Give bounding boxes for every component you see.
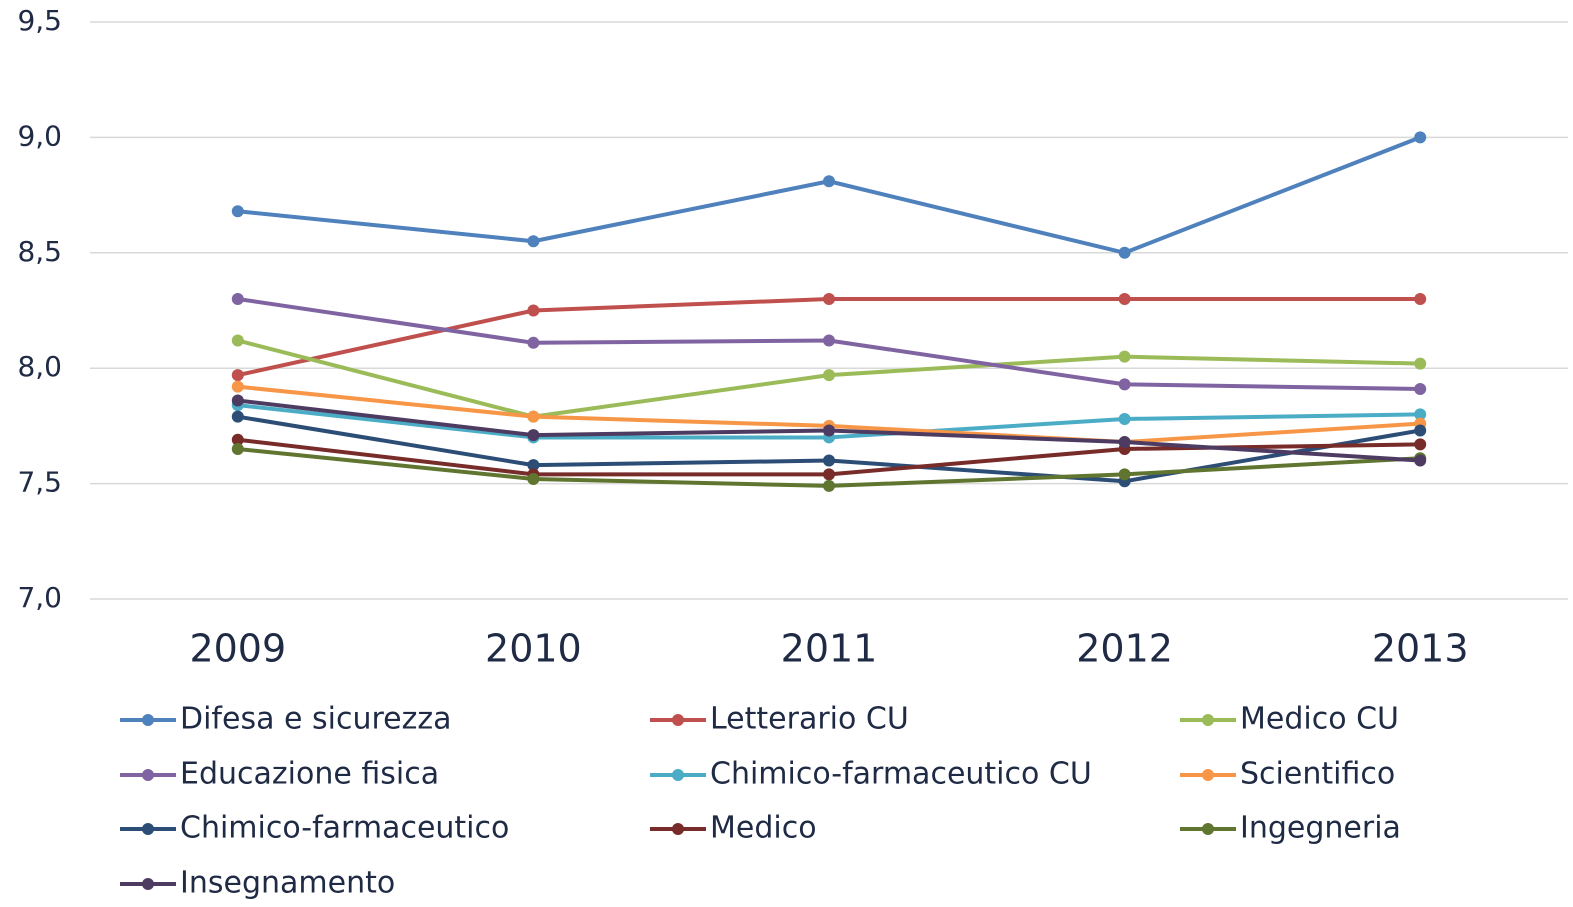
legend-marker	[142, 769, 154, 781]
legend-marker	[1202, 714, 1214, 726]
legend-label: Chimico-farmaceutico	[180, 811, 509, 846]
data-point	[823, 454, 835, 467]
legend-label: Scientifico	[1240, 757, 1395, 792]
x-tick-label: 2009	[189, 627, 286, 671]
legend-label: Ingegneria	[1240, 811, 1401, 846]
x-tick-label: 2013	[1372, 627, 1469, 671]
data-point	[823, 292, 835, 305]
legend-marker	[142, 714, 154, 726]
data-point	[823, 479, 835, 492]
data-point	[231, 334, 244, 347]
data-point	[527, 429, 540, 442]
data-point	[823, 424, 835, 437]
legend-label: Chimico-farmaceutico CU	[710, 757, 1092, 792]
legend-marker	[1202, 823, 1214, 835]
data-point	[231, 292, 244, 305]
y-tick-label: 8,0	[17, 350, 62, 383]
data-point	[1414, 408, 1427, 421]
data-point	[823, 334, 835, 347]
x-tick-label: 2012	[1076, 627, 1173, 671]
legend-marker	[672, 823, 684, 835]
y-tick-label: 9,0	[17, 119, 62, 152]
legend-label: Difesa e sicurezza	[180, 702, 451, 737]
series-line	[237, 135, 1421, 255]
data-point	[1414, 382, 1427, 395]
data-point	[231, 433, 244, 446]
data-point	[231, 369, 244, 382]
legend-label: Educazione fisica	[180, 757, 439, 792]
data-point	[1414, 131, 1427, 144]
legend-label: Insegnamento	[180, 866, 395, 901]
data-point	[231, 442, 244, 455]
data-point	[1118, 350, 1131, 363]
data-point	[1414, 424, 1427, 437]
data-point	[823, 175, 835, 188]
data-point	[1118, 412, 1131, 425]
data-point	[1414, 292, 1427, 305]
y-tick-label: 9,5	[17, 4, 62, 37]
data-point	[1118, 292, 1131, 305]
data-point	[823, 369, 835, 382]
data-point	[527, 235, 540, 248]
legend-marker	[672, 714, 684, 726]
legend-marker	[142, 878, 154, 890]
x-tick-label: 2010	[485, 627, 582, 671]
data-point	[1118, 378, 1131, 391]
data-point	[231, 410, 244, 423]
data-point	[1118, 436, 1131, 449]
data-point	[1414, 454, 1427, 467]
data-point	[527, 304, 540, 317]
data-point	[1118, 468, 1131, 481]
y-tick-label: 8,5	[17, 235, 62, 268]
data-point	[231, 394, 244, 407]
data-point	[1414, 357, 1427, 370]
legend-label: Medico	[710, 811, 817, 846]
legend-marker	[672, 769, 684, 781]
legend-label: Medico CU	[1240, 702, 1399, 737]
data-point	[231, 380, 244, 393]
data-point	[527, 410, 540, 423]
y-tick-label: 7,0	[17, 581, 62, 614]
data-point	[1118, 246, 1131, 259]
legend-marker	[1202, 769, 1214, 781]
data-point	[527, 472, 540, 485]
y-tick-label: 7,5	[17, 466, 62, 499]
legend-marker	[142, 823, 154, 835]
data-point	[527, 336, 540, 349]
data-point	[527, 459, 540, 472]
legend-label: Letterario CU	[710, 702, 909, 737]
data-point	[1414, 438, 1427, 451]
data-point	[231, 205, 244, 218]
data-point	[823, 468, 835, 481]
x-tick-label: 2011	[781, 627, 878, 671]
